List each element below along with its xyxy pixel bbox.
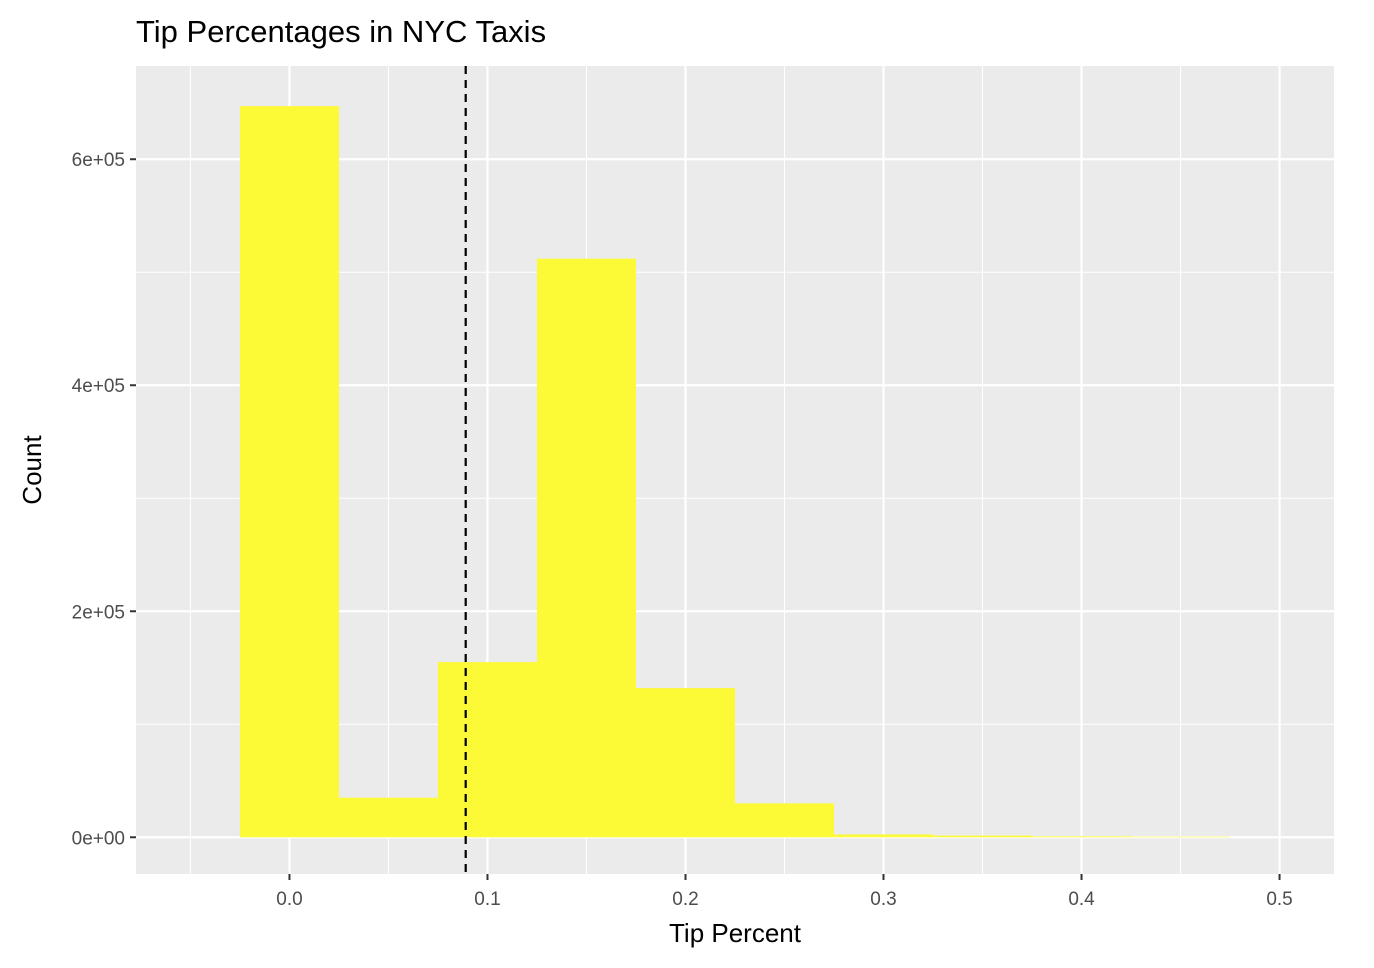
histogram-bar [1131, 836, 1231, 838]
histogram-bars [239, 106, 1231, 838]
x-tick-label: 0.2 [672, 889, 698, 910]
histogram-bar [239, 106, 339, 838]
x-tick-label: 0.1 [474, 889, 500, 910]
y-axis-title: Count [17, 435, 47, 505]
x-axis: 0.0 0.1 0.2 0.3 0.4 0.5 [276, 874, 1293, 910]
chart-title: Tip Percentages in NYC Taxis [136, 14, 546, 49]
x-tick-label: 0.5 [1266, 889, 1292, 910]
histogram-bar [834, 834, 934, 838]
histogram-bar [735, 803, 835, 838]
histogram-bar [338, 797, 438, 838]
histogram-bar [635, 688, 735, 838]
y-tick-label: 4e+05 [72, 376, 125, 397]
x-axis-title: Tip Percent [669, 918, 802, 948]
y-tick-label: 6e+05 [72, 150, 125, 171]
y-axis: 0e+00 2e+05 4e+05 6e+05 [72, 150, 136, 849]
x-tick-label: 0.4 [1068, 889, 1095, 910]
histogram-bar [1032, 836, 1132, 838]
x-tick-label: 0.0 [276, 889, 302, 910]
x-tick-label: 0.3 [870, 889, 896, 910]
histogram-bar [536, 258, 636, 838]
histogram-bar [933, 835, 1033, 838]
y-tick-label: 0e+00 [72, 828, 125, 849]
y-tick-label: 2e+05 [72, 602, 125, 623]
histogram-bar [437, 662, 537, 838]
